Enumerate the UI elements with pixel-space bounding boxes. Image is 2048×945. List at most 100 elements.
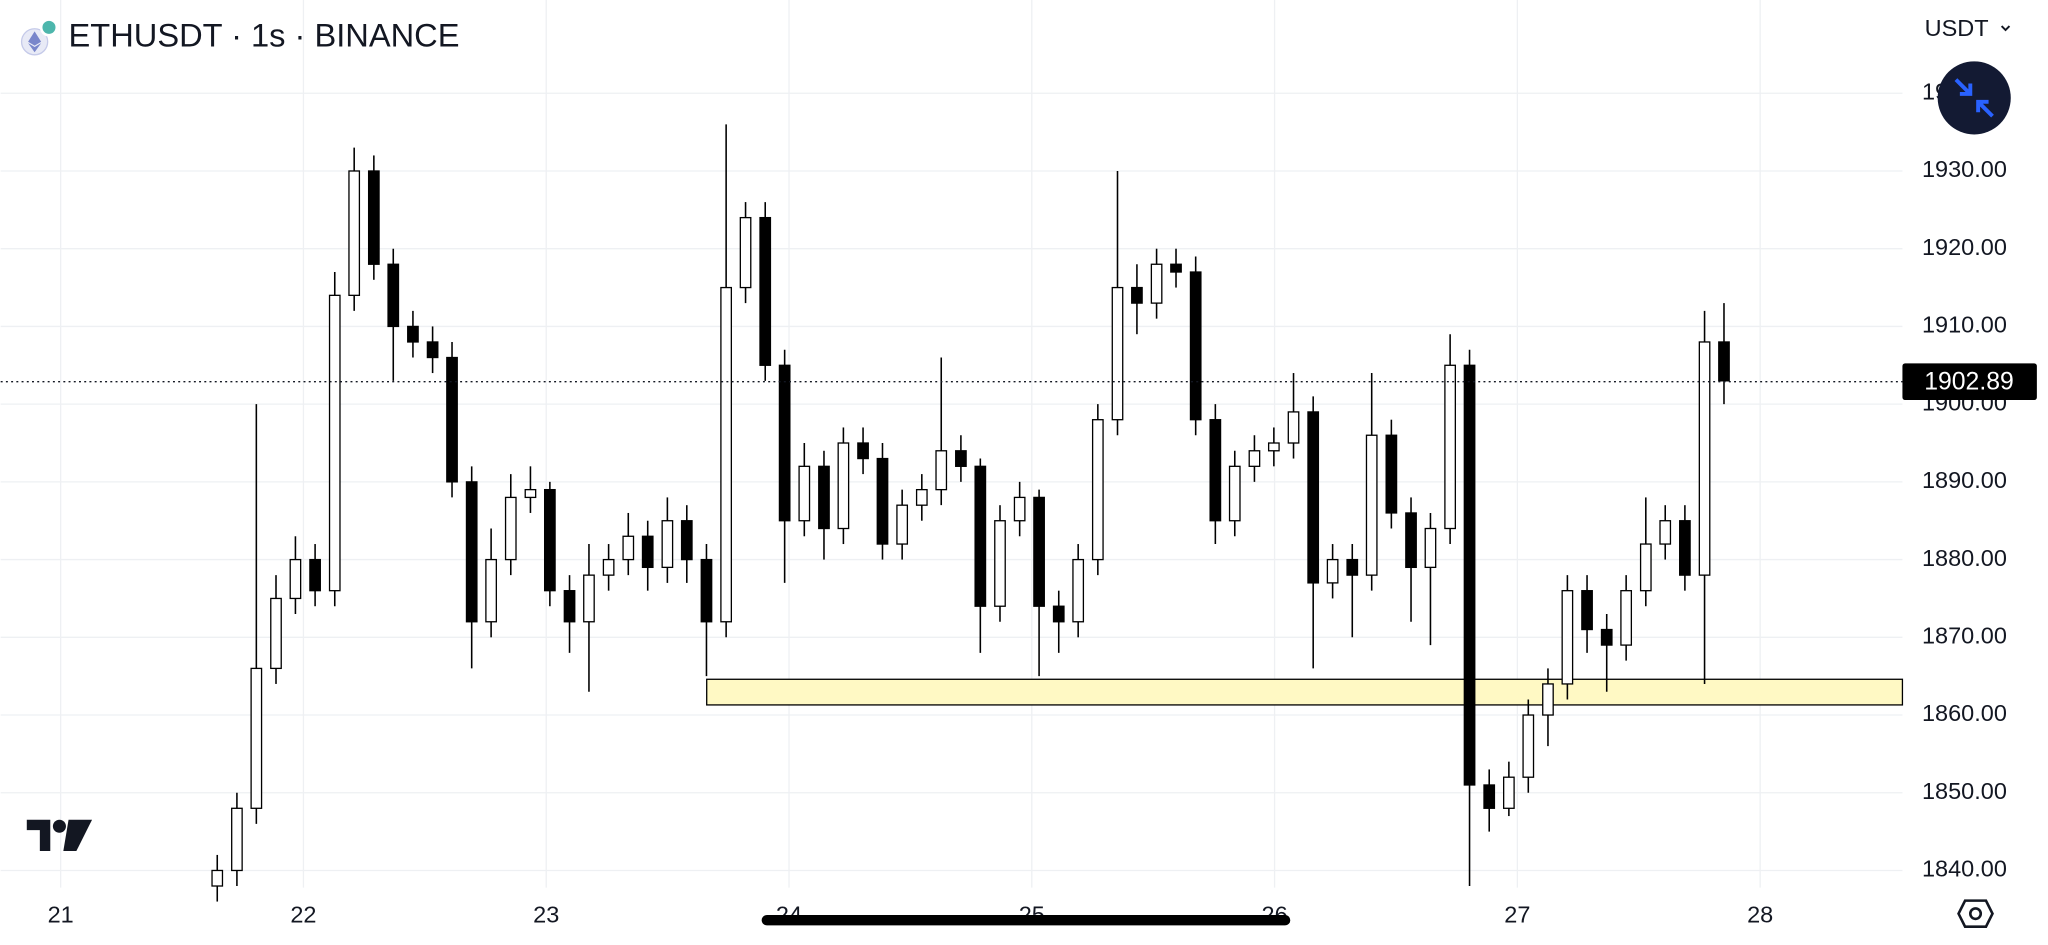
candle-body [1698, 341, 1711, 576]
candle-body [1326, 558, 1339, 584]
candle-body [1111, 286, 1124, 421]
candle-body [1307, 411, 1320, 584]
x-tick-label: 27 [1504, 901, 1530, 927]
candle-body [876, 457, 889, 545]
candle-body [524, 488, 537, 499]
candle-body [1013, 496, 1026, 522]
candle-body [759, 216, 772, 366]
candle-body [1287, 411, 1300, 444]
candle-body [1346, 558, 1359, 576]
candle-body [739, 216, 752, 289]
candle-body [1267, 442, 1280, 452]
candle-body [974, 465, 987, 607]
candle-body [720, 286, 733, 623]
y-tick-label: 1880.00 [1922, 545, 2007, 571]
x-tick-label: 28 [1747, 901, 1773, 927]
y-tick-label: 1930.00 [1922, 156, 2007, 182]
candle-body [1659, 520, 1672, 545]
candle-body [289, 558, 302, 600]
candle-body [1503, 776, 1515, 809]
candle-body [1581, 590, 1593, 631]
candle-body [622, 535, 635, 561]
y-tick-label: 1850.00 [1922, 778, 2007, 804]
x-tick-label: 22 [290, 901, 316, 927]
support-zone [706, 678, 1904, 706]
candle-body [1228, 465, 1241, 522]
x-tick-label: 23 [533, 901, 559, 927]
candle-body [367, 170, 380, 265]
candle-body [1072, 558, 1085, 623]
candle-body [1189, 271, 1202, 421]
candle-body [857, 442, 869, 460]
candle-body [1679, 520, 1691, 576]
candle-body [994, 520, 1006, 607]
dropdown-arrow [2000, 25, 2011, 32]
candle-body [1405, 512, 1417, 569]
candle-body [955, 450, 967, 467]
y-tick-label: 1840.00 [1922, 856, 2007, 882]
candle-body [818, 465, 830, 530]
y-tick-label: 1910.00 [1922, 312, 2007, 338]
candle-body [211, 869, 224, 887]
collapse-button[interactable] [1937, 61, 2011, 135]
candle-body [661, 520, 674, 569]
candle-body [1522, 714, 1535, 778]
candle-body [915, 488, 928, 506]
last-price-box [1902, 363, 2037, 400]
candles [211, 124, 1730, 902]
candle-body [387, 263, 400, 328]
tradingview-logo [26, 819, 93, 852]
last-price-label: 1902.89 [1924, 369, 2014, 396]
candle-body [1209, 419, 1222, 522]
candle-body [1033, 496, 1045, 607]
candle-body [328, 294, 341, 592]
candle-body [1091, 419, 1104, 561]
candle-body [446, 356, 458, 483]
candle-body [1170, 263, 1182, 273]
candle-body [485, 558, 497, 623]
candle-body [543, 488, 556, 592]
symbol-icon [20, 18, 59, 56]
y-tick-label: 1860.00 [1922, 700, 2007, 726]
candle-body [309, 558, 321, 592]
candle-body [583, 574, 595, 623]
currency-selector[interactable]: USDT [1925, 15, 1989, 41]
home-indicator [761, 914, 1291, 926]
y-tick-label: 1870.00 [1922, 623, 2007, 649]
x-tick-label: 21 [48, 901, 74, 927]
settings-icon[interactable] [1957, 899, 1994, 929]
candle-body [1542, 683, 1554, 716]
candle-body [270, 597, 282, 670]
candle-body [896, 504, 909, 545]
candle-body [641, 535, 654, 569]
candle-body [1424, 527, 1437, 569]
candle-body [1365, 434, 1378, 576]
zones [706, 678, 1904, 706]
candle-body [563, 590, 576, 623]
candle-body [778, 364, 791, 522]
candle-body [1600, 628, 1613, 646]
candle-body [1483, 784, 1496, 809]
candle-body [837, 442, 850, 530]
candle-body [1150, 263, 1163, 304]
candle-body [1052, 605, 1065, 623]
candle-body [1131, 286, 1143, 304]
candle-body [1463, 364, 1476, 786]
candle-body [504, 496, 517, 561]
y-tick-label: 1890.00 [1922, 467, 2007, 493]
candle-body [798, 465, 811, 522]
candle-body [602, 558, 615, 576]
candle-body [348, 170, 361, 296]
candle-body [935, 450, 948, 491]
candle-body [1385, 434, 1398, 514]
candle-body [1718, 341, 1730, 382]
candle-body [465, 481, 478, 623]
candle-body [1248, 450, 1261, 467]
grid [0, 0, 1903, 888]
candle-body [426, 341, 439, 359]
candle-body [250, 667, 263, 809]
candle-body [700, 558, 713, 623]
candle-body [231, 807, 243, 872]
chart-title: ETHUSDT · 1s · BINANCE [69, 16, 460, 53]
